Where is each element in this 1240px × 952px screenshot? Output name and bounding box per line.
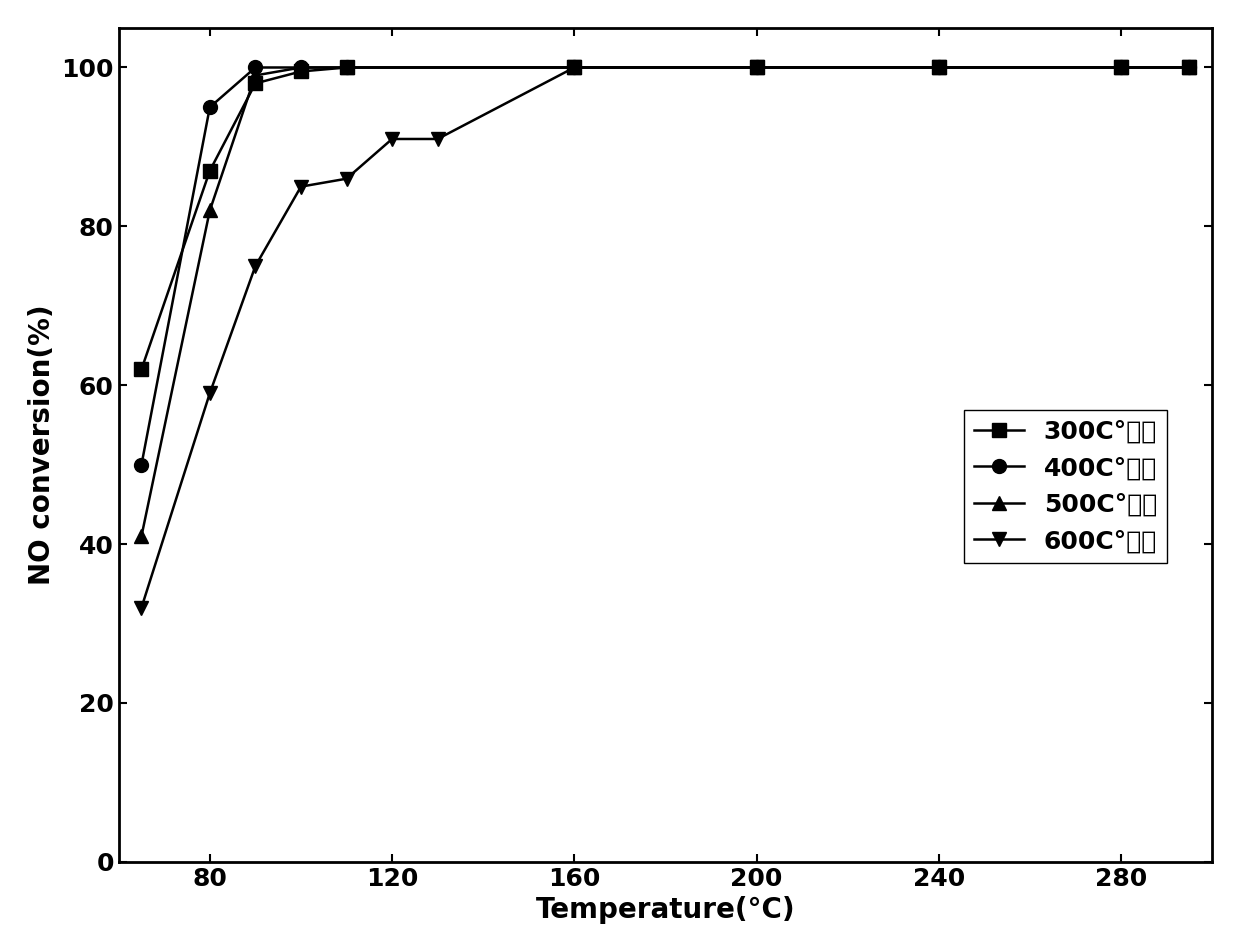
Line: 400C°焉烧: 400C°焉烧 [134,61,1197,471]
600C°焉烧 [248,260,263,271]
300C°焉烧 [134,364,149,375]
Y-axis label: NO conversion(%): NO conversion(%) [27,305,56,585]
600C°焉烧 [749,62,764,73]
600C°焉烧 [202,387,217,399]
400C°焉烧 [339,62,353,73]
600C°焉烧 [134,602,149,613]
300C°焉烧 [294,66,309,77]
400C°焉烧 [931,62,946,73]
300C°焉烧 [931,62,946,73]
500C°焉烧 [134,530,149,542]
400C°焉烧 [294,62,309,73]
300C°焉烧 [339,62,353,73]
600C°焉烧 [294,181,309,192]
500C°焉烧 [1114,62,1128,73]
300C°焉烧 [567,62,582,73]
600C°焉烧 [567,62,582,73]
600C°焉烧 [430,133,445,145]
600C°焉烧 [339,173,353,185]
600C°焉烧 [1114,62,1128,73]
400C°焉烧 [134,459,149,470]
Line: 500C°焉烧: 500C°焉烧 [134,61,1197,543]
400C°焉烧 [1182,62,1197,73]
500C°焉烧 [567,62,582,73]
500C°焉烧 [248,69,263,81]
300C°焉烧 [1114,62,1128,73]
600C°焉烧 [931,62,946,73]
400C°焉烧 [202,102,217,113]
500C°焉烧 [931,62,946,73]
300C°焉烧 [749,62,764,73]
400C°焉烧 [248,62,263,73]
300C°焉烧 [1182,62,1197,73]
500C°焉烧 [1182,62,1197,73]
600C°焉烧 [384,133,399,145]
Line: 300C°焉烧: 300C°焉烧 [134,61,1197,376]
X-axis label: Temperature(°C): Temperature(°C) [536,896,795,924]
400C°焉烧 [567,62,582,73]
300C°焉烧 [202,165,217,176]
Legend: 300C°焉烧, 400C°焉烧, 500C°焉烧, 600C°焉烧: 300C°焉烧, 400C°焉烧, 500C°焉烧, 600C°焉烧 [963,409,1167,564]
400C°焉烧 [1114,62,1128,73]
600C°焉烧 [1182,62,1197,73]
400C°焉烧 [749,62,764,73]
500C°焉烧 [294,62,309,73]
500C°焉烧 [339,62,353,73]
500C°焉烧 [202,205,217,216]
300C°焉烧 [248,78,263,89]
Line: 600C°焉烧: 600C°焉烧 [134,61,1197,615]
500C°焉烧 [749,62,764,73]
